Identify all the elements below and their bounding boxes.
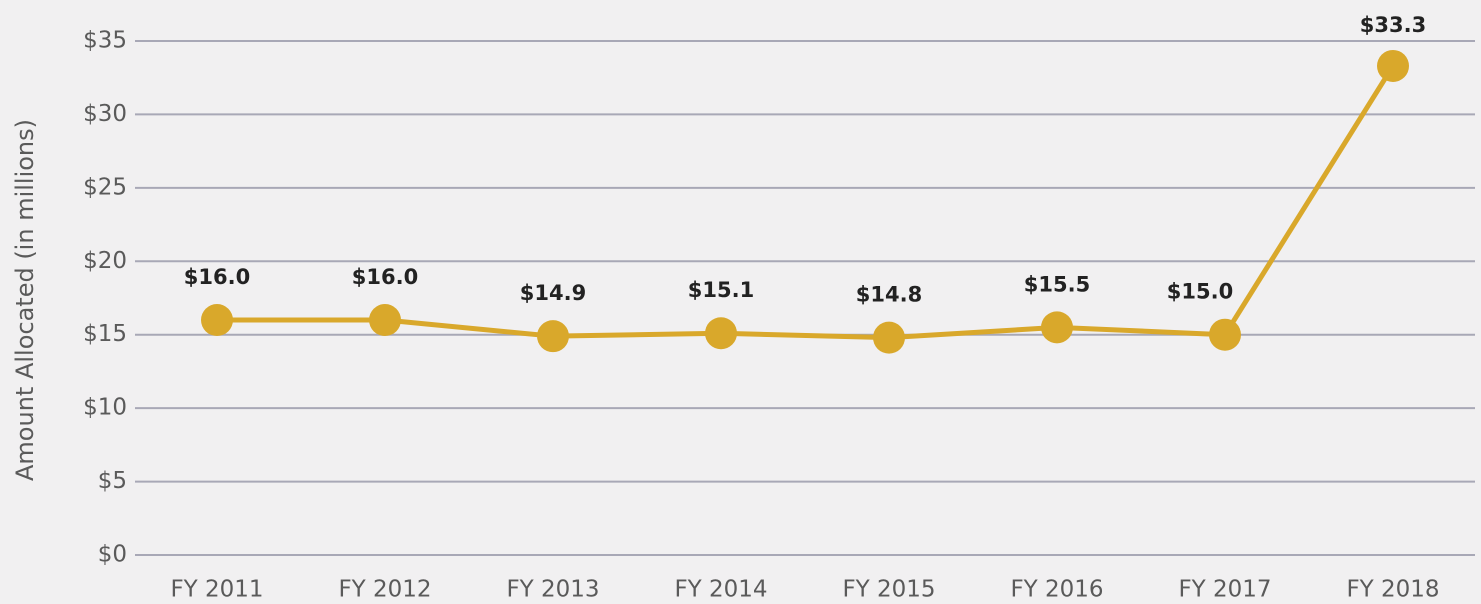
data-point	[705, 317, 737, 350]
x-tick-label: FY 2011	[170, 577, 263, 603]
data-label: $15.1	[688, 278, 754, 302]
data-label: $33.3	[1360, 13, 1426, 37]
x-tick-label: FY 2018	[1346, 577, 1439, 603]
line	[217, 64, 1396, 341]
y-tick-label: $20	[83, 248, 127, 274]
y-axis-title: Amount Allocated (in millions)	[11, 119, 39, 481]
data-label: $16.0	[184, 265, 250, 289]
y-tick-label: $30	[83, 101, 127, 127]
data-point	[1209, 318, 1241, 351]
data-point	[873, 321, 905, 354]
data-label: $15.0	[1167, 280, 1233, 304]
x-tick-label: FY 2013	[506, 577, 599, 603]
data-label: $15.5	[1024, 272, 1090, 296]
y-tick-label: $15	[83, 321, 127, 347]
data-point	[201, 304, 233, 337]
y-tick-label: $35	[83, 28, 127, 54]
y-tick-label: $0	[98, 542, 127, 568]
x-tick-label: FY 2017	[1178, 577, 1271, 603]
data-point	[369, 304, 401, 337]
data-point	[1041, 311, 1073, 344]
data-label: $16.0	[352, 265, 418, 289]
data-label: $14.8	[856, 283, 922, 307]
x-tick-label: FY 2012	[338, 577, 431, 603]
y-tick-label: $10	[83, 395, 127, 421]
data-point	[1377, 49, 1409, 82]
data-point	[537, 320, 569, 353]
x-tick-label: FY 2016	[1010, 577, 1103, 603]
data-label: $14.9	[520, 281, 586, 305]
y-tick-label: $5	[98, 468, 127, 494]
x-tick-label: FY 2014	[674, 577, 767, 603]
x-tick-label: FY 2015	[842, 577, 935, 603]
y-tick-label: $25	[83, 174, 127, 200]
